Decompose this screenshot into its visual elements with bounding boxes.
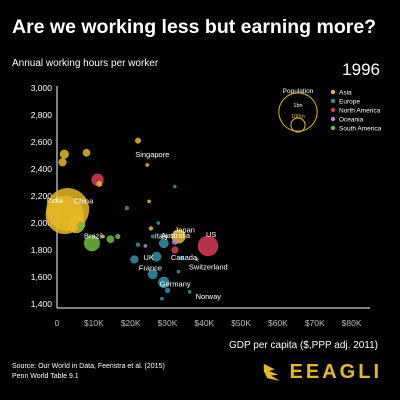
x-tick-label: $70K xyxy=(305,318,325,328)
point-label: Canada xyxy=(171,253,198,262)
legend-swatch xyxy=(330,107,336,113)
data-point xyxy=(58,158,67,167)
source-line-2: Penn World Table 9.1 xyxy=(12,373,79,380)
data-point xyxy=(77,221,85,230)
legend-swatch xyxy=(330,116,336,122)
x-tick-label: $10K xyxy=(84,318,104,328)
legend-size-circle xyxy=(278,92,318,132)
legend-label: Europe xyxy=(339,98,360,105)
data-point xyxy=(151,251,162,262)
x-axis-title: GDP per capita ($,PPP adj. 2011) xyxy=(229,340,378,351)
data-point xyxy=(101,234,105,239)
y-tick-label: 1,600 xyxy=(31,272,53,282)
y-tick-label: 2,200 xyxy=(31,191,53,201)
data-point xyxy=(160,296,164,301)
data-point xyxy=(195,257,199,262)
data-point xyxy=(148,226,154,231)
data-point xyxy=(180,255,185,261)
data-point xyxy=(197,235,219,257)
data-point xyxy=(135,242,141,247)
data-point xyxy=(135,137,141,144)
point-label: Switzerland xyxy=(189,262,228,271)
legend-swatch xyxy=(330,98,336,104)
y-tick-label: 2,000 xyxy=(31,218,53,228)
legend-swatch xyxy=(330,89,336,95)
x-tick-label: $40K xyxy=(194,318,214,328)
data-point xyxy=(187,290,192,294)
legend-size-label: 100m xyxy=(291,114,305,120)
point-label: Singapore xyxy=(135,150,169,159)
y-axis-title: Annual working hours per worker xyxy=(12,58,159,69)
point-label: Brazil xyxy=(84,231,103,240)
point-label: Norway xyxy=(196,292,222,301)
x-tick-label: $30K xyxy=(158,318,178,328)
chart-title: Are we working less but earning more? xyxy=(12,16,377,38)
data-point xyxy=(147,199,151,204)
x-tick-label: $60K xyxy=(268,318,288,328)
data-point xyxy=(158,276,170,289)
data-point xyxy=(124,205,130,211)
point-label: Germany xyxy=(160,279,191,288)
point-label: China xyxy=(74,197,94,206)
data-point xyxy=(82,148,91,157)
data-point xyxy=(143,244,148,248)
y-tick-label: 2,800 xyxy=(31,110,53,120)
data-point xyxy=(164,287,171,294)
eagle-icon xyxy=(263,363,280,381)
legend-label: North America xyxy=(339,107,381,114)
y-tick-label: 3,000 xyxy=(31,83,53,93)
legend-label: Oceania xyxy=(339,116,364,123)
point-label: US xyxy=(206,230,216,239)
legend-title: Population xyxy=(283,88,314,95)
legend-label: Asia xyxy=(339,89,352,96)
data-point xyxy=(171,246,179,254)
point-label: Italy xyxy=(155,231,169,240)
data-point xyxy=(83,235,101,252)
data-point xyxy=(147,269,158,280)
data-point xyxy=(59,149,69,159)
y-tick-label: 2,400 xyxy=(31,164,53,174)
point-label: UK xyxy=(143,253,153,262)
y-tick-label: 2,600 xyxy=(31,137,53,147)
data-point xyxy=(145,163,150,167)
data-point xyxy=(96,180,103,187)
brand-logo: EEAGLI xyxy=(262,358,382,386)
y-tick-label: 1,400 xyxy=(31,299,53,309)
legend-label: South America xyxy=(339,125,382,132)
logo-text: EEAGLI xyxy=(289,360,382,383)
x-tick-label: 0 xyxy=(55,318,60,328)
point-label: France xyxy=(139,263,162,272)
year-label: 1996 xyxy=(342,60,380,79)
legend-size-label: 1bn xyxy=(293,103,302,109)
point-label: India xyxy=(47,196,64,205)
data-point xyxy=(115,233,121,240)
source-line-1: Source: Our World in Data, Feenstra et a… xyxy=(12,363,165,370)
point-label: Japan xyxy=(175,226,195,235)
legend-swatch xyxy=(330,125,336,131)
data-point xyxy=(130,255,139,264)
data-point xyxy=(150,234,155,239)
x-tick-label: $50K xyxy=(231,318,251,328)
x-tick-label: $80K xyxy=(342,318,362,328)
data-point xyxy=(106,235,115,244)
x-tick-label: $20K xyxy=(121,318,141,328)
y-tick-label: 1,800 xyxy=(31,245,53,255)
data-point xyxy=(158,238,169,249)
data-point xyxy=(156,221,161,225)
data-point xyxy=(172,184,177,189)
source-note: Source: Our World in Data, Feenstra et a… xyxy=(12,362,165,382)
data-point xyxy=(172,239,178,245)
point-label: Australia xyxy=(161,231,191,240)
legend-size-circle xyxy=(290,117,306,133)
data-point xyxy=(176,269,181,274)
